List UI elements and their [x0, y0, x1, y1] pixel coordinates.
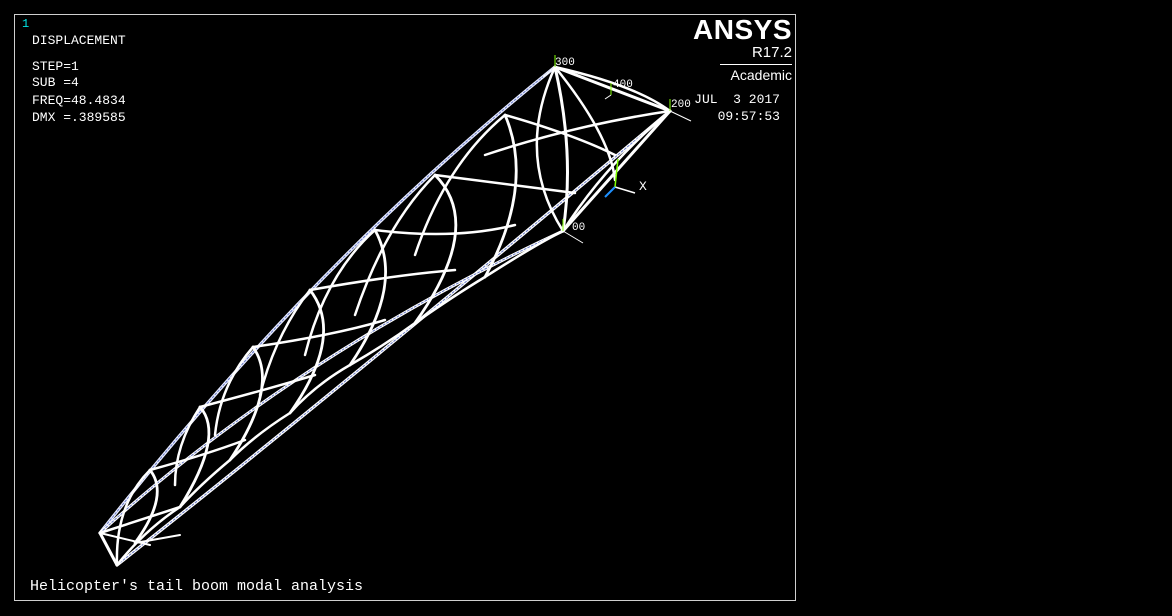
graphics-viewport[interactable]: 300 400 200 00 X 1 DISPLACEMENT STEP=1 S… — [14, 14, 796, 601]
logo-brand: ANSYS — [693, 14, 792, 45]
ansys-logo: ANSYS R17.2 Academic — [693, 15, 792, 83]
result-type-label: DISPLACEMENT — [32, 33, 126, 48]
max-displacement-value: DMX =.389585 — [32, 110, 126, 125]
frequency-value: FREQ=48.4834 — [32, 93, 126, 108]
logo-edition: Academic — [730, 67, 792, 83]
node-label-400: 400 — [613, 79, 633, 91]
node-label-300: 300 — [555, 57, 575, 69]
logo-version: R17.2 — [751, 44, 792, 61]
time-stamp: 09:57:53 — [717, 109, 780, 124]
plot-title: Helicopter's tail boom modal analysis — [30, 578, 364, 595]
node-label-100: 00 — [572, 222, 585, 234]
tail-boom-mesh: 300 400 200 00 X — [98, 55, 692, 567]
date-stamp: JUL 3 2017 — [694, 92, 780, 107]
substep-value: SUB =4 — [32, 75, 79, 90]
logo-divider — [720, 64, 792, 65]
triad-x-label: X — [639, 179, 647, 194]
coordinate-triad: X — [604, 158, 647, 198]
window-number: 1 — [22, 17, 30, 31]
node-label-200: 200 — [671, 99, 691, 111]
step-value: STEP=1 — [32, 59, 79, 74]
